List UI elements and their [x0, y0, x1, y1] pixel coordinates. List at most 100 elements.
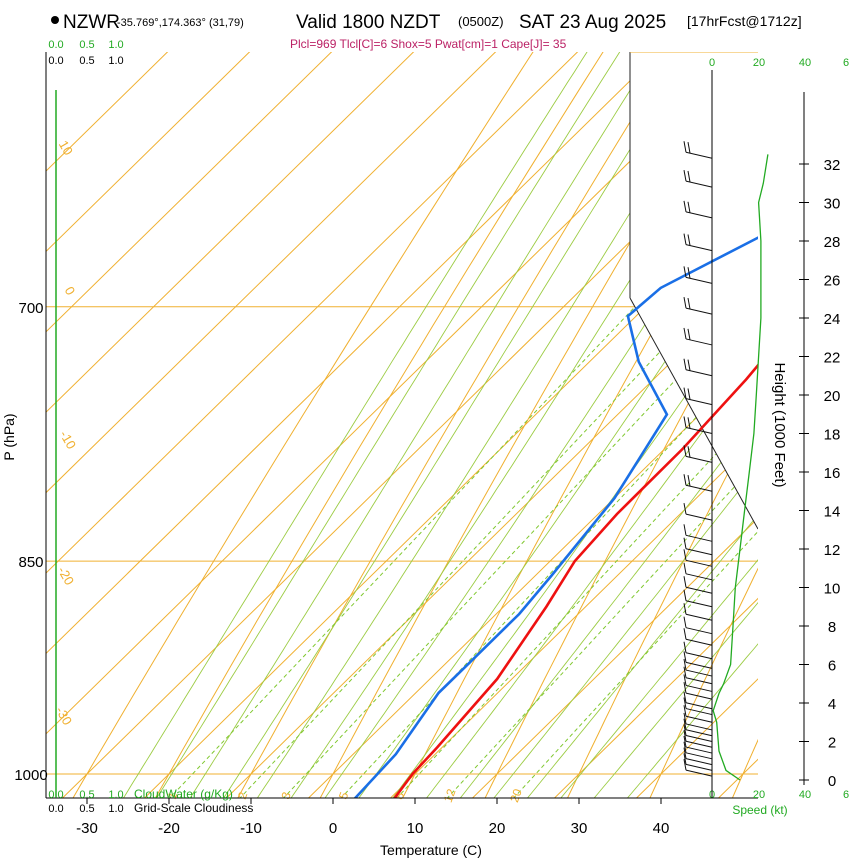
wind-barb: [685, 715, 713, 723]
wind-barb: [685, 180, 713, 188]
moist-adiabat-line: [526, 513, 758, 798]
wind-barb-flag: [683, 297, 687, 309]
moist-adiabat-line: [626, 643, 758, 798]
wind-barb-flag: [683, 674, 687, 686]
y-axis-title: P (hPa): [1, 413, 17, 460]
wind-barb: [685, 338, 713, 346]
p-tick-label: 700: [18, 300, 43, 317]
wind-barb: [685, 746, 713, 754]
wind-barb-flag: [683, 537, 687, 549]
wind-barb-flag: [687, 359, 691, 371]
moist-adiabat-line: [358, 220, 758, 798]
cloud-top-black: 0.0: [48, 55, 63, 67]
series-layer: [55, 52, 758, 829]
wind-barb: [685, 484, 713, 492]
cloud-bottom-black: 1.0: [108, 803, 123, 815]
wind-barb: [685, 613, 713, 621]
moist-adiabat-line: [189, 52, 655, 798]
dry-adiabat-line: [649, 567, 758, 798]
p-tick-label: 1000: [14, 767, 47, 784]
wind-barb-flag: [683, 576, 687, 588]
series-dewpoint: [353, 236, 758, 798]
height-tick-label: 26: [824, 273, 841, 290]
station-coords: -35.769°,174.363° (31,79): [117, 17, 244, 29]
wind-barb-flag: [683, 445, 687, 457]
wind-barb-flag: [683, 641, 687, 653]
station-dot-icon: [51, 16, 59, 24]
isotherm-line: [471, 517, 758, 798]
wind-barb: [685, 559, 713, 567]
wind-barb: [685, 652, 713, 660]
wind-barb-flag: [683, 266, 687, 278]
wind-barb-flag: [683, 682, 687, 694]
height-tick-label: 14: [824, 504, 841, 521]
wind-barb: [685, 684, 713, 692]
wind-barb: [685, 677, 713, 685]
wind-barb: [685, 276, 713, 284]
speed-top-label: 20: [753, 57, 765, 69]
wind-barb-flag: [683, 741, 687, 753]
wind-barb-flag: [683, 628, 687, 640]
wind-barb: [685, 534, 713, 542]
wind-barb-flag: [687, 446, 691, 458]
wind-barb: [685, 369, 713, 377]
wind-barb-flag: [683, 730, 687, 742]
speed-top-label: 0: [709, 57, 715, 69]
wind-barb-flag: [683, 387, 687, 399]
wind-barb-flag: [683, 358, 687, 370]
cloud-top-black: 1.0: [108, 55, 123, 67]
wind-barb: [685, 573, 713, 581]
wind-barb-flag: [683, 562, 687, 574]
wind-barb: [685, 548, 713, 556]
cloud-bottom-green: 0.5: [79, 789, 94, 801]
wind-barb-flag: [683, 503, 687, 515]
speed-bottom-label: 40: [799, 789, 811, 801]
speed-axis-title: Speed (kt): [732, 803, 787, 817]
cloud-top-green: 0.0: [48, 39, 63, 51]
wind-barb: [685, 600, 713, 608]
wind-barb-flag: [687, 417, 691, 429]
x-tick-label: -10: [240, 820, 262, 837]
height-tick-label: 16: [824, 465, 841, 482]
wind-barb-flag: [683, 416, 687, 428]
surface-temp-dot: [369, 821, 377, 829]
station-name: NZWR: [63, 12, 120, 33]
wind-barb-flag: [683, 705, 687, 717]
moist-adiabat-line: [223, 52, 692, 798]
mixing-ratio-line: [340, 350, 758, 798]
wind-barb: [685, 702, 713, 710]
wind-barb: [685, 758, 713, 766]
wind-barb: [685, 735, 713, 742]
mixing-ratio-label: 1: [165, 790, 181, 801]
wind-barb: [685, 427, 713, 434]
height-tick-label: 2: [828, 735, 836, 752]
dry-adiabat-label: -20: [55, 564, 77, 588]
wind-barb-flag: [687, 328, 691, 340]
wind-barb: [685, 627, 713, 635]
wind-layer: 0 0 20 20 40 40 6 6: [683, 57, 849, 801]
height-tick-label: 0: [828, 773, 836, 790]
height-tick-label: 30: [824, 196, 841, 213]
wind-speed-profile: [712, 154, 769, 781]
height-tick-label: 8: [828, 619, 836, 636]
wind-barb-flag: [683, 589, 687, 601]
wind-barb: [685, 752, 713, 760]
isotherm-line: [61, 115, 758, 798]
dry-adiabat-line: [237, 52, 674, 798]
speed-bottom-label: 20: [753, 789, 765, 801]
wind-barb: [685, 307, 713, 315]
mixing-ratio-line: [513, 530, 758, 798]
wind-barb-flag: [687, 388, 691, 400]
mixing-ratio-label: 12: [441, 787, 459, 805]
isotherm-line: [307, 356, 758, 798]
speed-bottom-label: 6: [843, 789, 849, 801]
valid-utc: (0500Z): [458, 14, 504, 29]
x-tick-label: 30: [571, 820, 588, 837]
wind-barb-flag: [683, 474, 687, 486]
mixing-ratio-label: 5: [336, 790, 352, 801]
wind-barb-flag: [683, 200, 687, 212]
wind-barb-flag: [683, 712, 687, 725]
wind-barb-flag: [683, 658, 687, 671]
moist-adiabat-line: [156, 52, 621, 798]
